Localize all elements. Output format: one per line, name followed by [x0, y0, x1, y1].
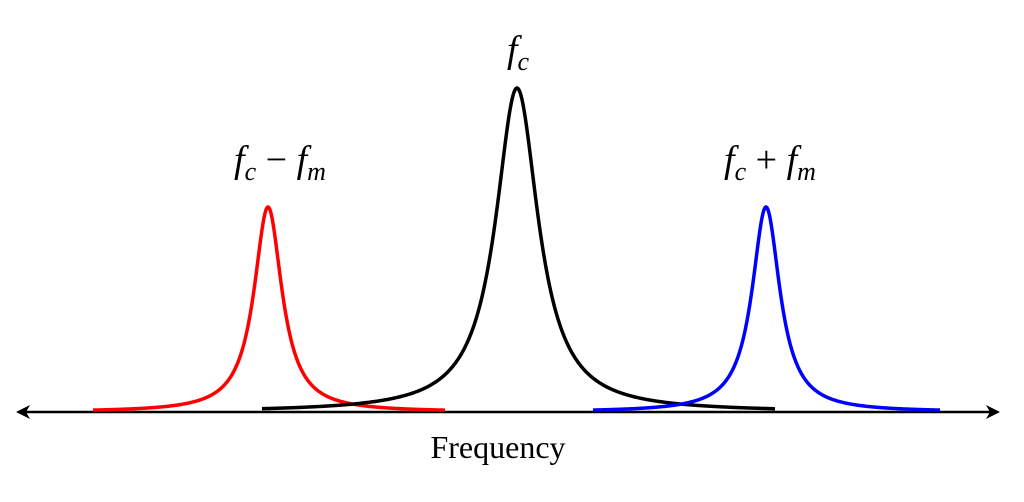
operator: −	[256, 139, 296, 181]
upper-sideband-label: fc + fm	[724, 139, 816, 186]
subscript: c	[245, 157, 257, 186]
upper-sideband-peak	[592, 204, 941, 412]
peaks	[92, 86, 941, 412]
lower-sideband-peak	[92, 204, 446, 412]
lower-sideband-label: fc − fm	[234, 139, 326, 186]
subscript: c	[735, 157, 747, 186]
subscript: c	[518, 47, 530, 76]
subscript: m	[307, 157, 326, 186]
axis-label: Frequency	[430, 429, 565, 465]
subscript: m	[797, 157, 816, 186]
carrier-peak	[261, 86, 776, 411]
operator: +	[746, 139, 786, 181]
carrier-label: fc	[507, 29, 530, 76]
